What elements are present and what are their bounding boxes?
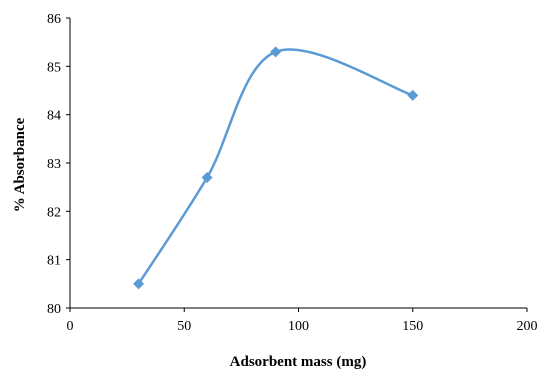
- x-tick-label: 100: [288, 319, 309, 334]
- axes: [66, 17, 528, 312]
- data-point-marker: [133, 278, 145, 290]
- x-tick-label: 0: [67, 319, 74, 334]
- tick-labels: 80 81 82 83 84 85 86 0 50 100 150 200: [47, 12, 538, 334]
- x-axis-title: Adsorbent mass (mg): [230, 354, 367, 370]
- y-tick-label: 81: [47, 254, 61, 269]
- data-point-marker: [270, 46, 282, 58]
- x-tick-label: 150: [402, 319, 423, 334]
- y-tick-label: 82: [47, 205, 61, 220]
- y-tick-label: 84: [47, 109, 61, 124]
- x-tick-label: 50: [177, 319, 191, 334]
- y-tick-label: 86: [47, 12, 61, 27]
- x-tick-label: 200: [517, 319, 538, 334]
- series-layer: [133, 46, 419, 290]
- data-point-marker: [407, 89, 419, 101]
- data-point-marker: [201, 172, 213, 183]
- y-tick-label: 85: [47, 60, 61, 75]
- series-line: [137, 48, 414, 285]
- y-tick-label: 83: [47, 157, 61, 172]
- y-axis-title: % Absorbance: [12, 117, 28, 212]
- y-tick-label: 80: [47, 302, 61, 317]
